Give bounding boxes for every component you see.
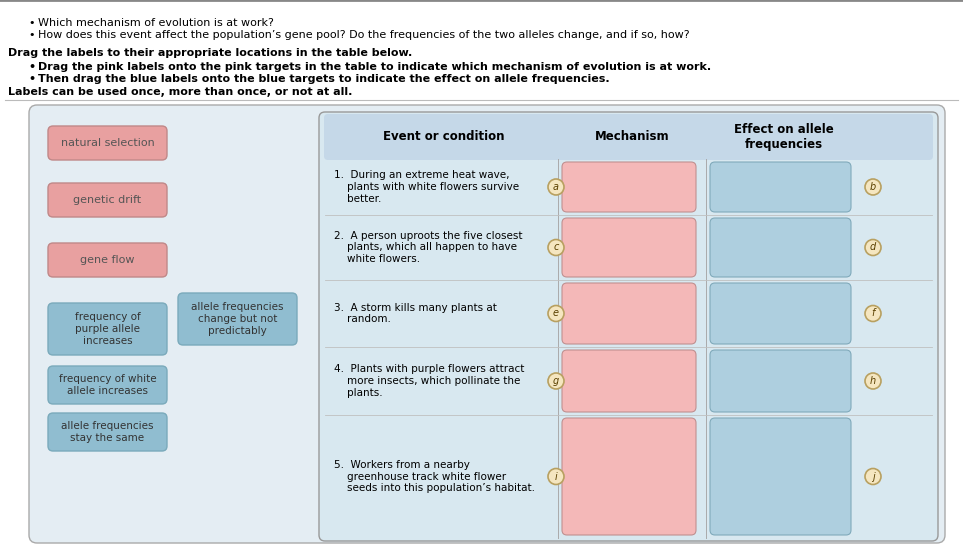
Circle shape [548, 469, 564, 485]
FancyBboxPatch shape [48, 243, 167, 277]
FancyBboxPatch shape [48, 126, 167, 160]
Text: Mechanism: Mechanism [595, 130, 669, 143]
Text: f: f [872, 308, 874, 318]
FancyBboxPatch shape [710, 418, 851, 535]
Text: genetic drift: genetic drift [73, 195, 142, 205]
Text: g: g [553, 376, 560, 386]
Text: h: h [870, 376, 876, 386]
Text: d: d [870, 243, 876, 252]
Text: 4.  Plants with purple flowers attract
    more insects, which pollinate the
   : 4. Plants with purple flowers attract mo… [334, 365, 525, 398]
Text: allele frequencies
stay the same: allele frequencies stay the same [62, 421, 154, 443]
Text: Then drag the blue labels onto the blue targets to indicate the effect on allele: Then drag the blue labels onto the blue … [38, 74, 610, 84]
Circle shape [865, 373, 881, 389]
FancyBboxPatch shape [29, 105, 945, 543]
Circle shape [865, 179, 881, 195]
Text: allele frequencies
change but not
predictably: allele frequencies change but not predic… [192, 302, 284, 336]
Text: e: e [553, 308, 559, 318]
Circle shape [865, 239, 881, 256]
Text: Which mechanism of evolution is at work?: Which mechanism of evolution is at work? [38, 18, 273, 28]
FancyBboxPatch shape [178, 293, 297, 345]
Text: 3.  A storm kills many plants at
    random.: 3. A storm kills many plants at random. [334, 302, 497, 324]
Text: How does this event affect the population’s gene pool? Do the frequencies of the: How does this event affect the populatio… [38, 30, 690, 40]
FancyBboxPatch shape [562, 283, 696, 344]
Circle shape [865, 469, 881, 485]
Text: •: • [28, 74, 35, 84]
Circle shape [548, 179, 564, 195]
Text: i: i [555, 471, 558, 481]
Text: gene flow: gene flow [80, 255, 135, 265]
Circle shape [548, 239, 564, 256]
FancyBboxPatch shape [324, 114, 933, 160]
Text: •: • [28, 30, 35, 40]
FancyBboxPatch shape [319, 112, 938, 541]
Text: a: a [553, 182, 559, 192]
FancyBboxPatch shape [562, 162, 696, 212]
FancyBboxPatch shape [48, 303, 167, 355]
Text: frequency of
purple allele
increases: frequency of purple allele increases [74, 312, 141, 346]
FancyBboxPatch shape [562, 350, 696, 412]
FancyBboxPatch shape [710, 162, 851, 212]
FancyBboxPatch shape [48, 413, 167, 451]
Text: Drag the labels to their appropriate locations in the table below.: Drag the labels to their appropriate loc… [8, 48, 412, 58]
Text: b: b [870, 182, 876, 192]
FancyBboxPatch shape [562, 218, 696, 277]
Text: 1.  During an extreme heat wave,
    plants with white flowers survive
    bette: 1. During an extreme heat wave, plants w… [334, 171, 519, 204]
Text: •: • [28, 18, 35, 28]
FancyBboxPatch shape [710, 283, 851, 344]
Text: •: • [28, 62, 35, 72]
Text: Drag the pink labels onto the pink targets in the table to indicate which mechan: Drag the pink labels onto the pink targe… [38, 62, 711, 72]
Circle shape [548, 373, 564, 389]
Text: 5.  Workers from a nearby
    greenhouse track white flower
    seeds into this : 5. Workers from a nearby greenhouse trac… [334, 460, 535, 493]
Text: c: c [554, 243, 559, 252]
FancyBboxPatch shape [48, 183, 167, 217]
Text: Labels can be used once, more than once, or not at all.: Labels can be used once, more than once,… [8, 87, 352, 97]
Text: Event or condition: Event or condition [383, 130, 505, 143]
FancyBboxPatch shape [710, 218, 851, 277]
Text: Effect on allele
frequencies: Effect on allele frequencies [734, 123, 833, 151]
Text: 2.  A person uproots the five closest
    plants, which all happen to have
    w: 2. A person uproots the five closest pla… [334, 231, 523, 264]
Circle shape [548, 306, 564, 322]
FancyBboxPatch shape [562, 418, 696, 535]
Circle shape [865, 306, 881, 322]
FancyBboxPatch shape [48, 366, 167, 404]
Text: natural selection: natural selection [61, 138, 154, 148]
FancyBboxPatch shape [710, 350, 851, 412]
Text: frequency of white
allele increases: frequency of white allele increases [59, 374, 156, 396]
Text: j: j [872, 471, 874, 481]
